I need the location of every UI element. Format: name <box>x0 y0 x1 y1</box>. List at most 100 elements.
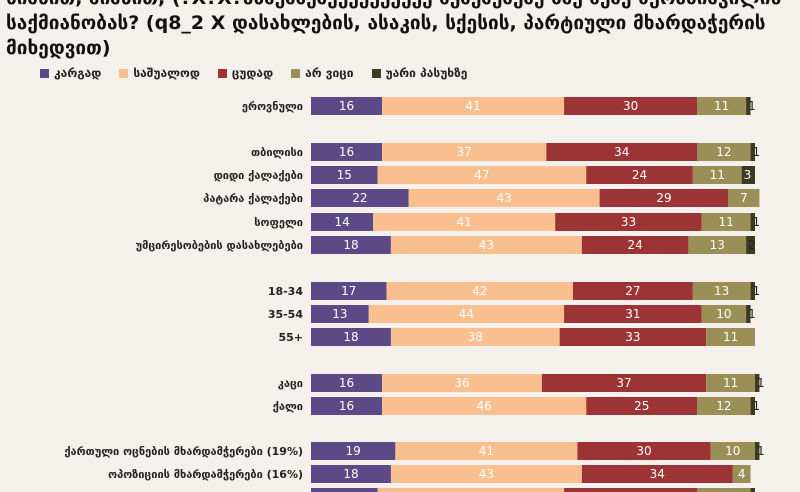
data-label: 31 <box>625 307 640 321</box>
legend-swatch <box>119 68 129 78</box>
legend: კარგად საშუალოდ ცუდად არ ვიცი უარი პასუხზე <box>40 66 467 80</box>
category-label: დიდი ქალაქები <box>214 169 303 182</box>
bar-segment <box>377 166 587 184</box>
data-label: 1 <box>753 284 761 298</box>
legend-swatch <box>291 68 301 78</box>
bar-segment <box>572 282 693 300</box>
bar-segment <box>706 374 755 392</box>
bar-segment <box>541 374 707 392</box>
category-label: პატარა ქალაქები <box>203 192 303 205</box>
data-label: 38 <box>468 330 483 344</box>
bar-segment <box>697 397 751 415</box>
bar-segment <box>382 397 587 415</box>
bar-segment <box>386 282 573 300</box>
bar-segment <box>697 143 751 161</box>
bar-segment <box>311 97 383 115</box>
data-label: 18 <box>343 330 358 344</box>
bar-segment <box>755 442 760 460</box>
data-label: 12 <box>716 145 731 159</box>
data-label: 43 <box>479 467 494 481</box>
data-label: 1 <box>753 145 761 159</box>
data-label: 11 <box>718 215 733 229</box>
chart-title: ნიშნით, შიშნით, (?X?X?ანშეშშეშეეეეეეეეეე… <box>6 0 781 59</box>
data-label: 30 <box>623 99 638 113</box>
category-label: უმცირესობების დასახლებები <box>136 239 303 252</box>
data-label: 34 <box>650 467 665 481</box>
data-label: 22 <box>352 191 367 205</box>
bar-segment <box>390 328 560 346</box>
bar-segment <box>577 442 711 460</box>
bar-segment <box>368 305 565 323</box>
data-label: 4 <box>738 467 746 481</box>
data-label: 33 <box>621 215 636 229</box>
bar-segment <box>746 97 751 115</box>
data-label: 34 <box>614 145 629 159</box>
bar-segment <box>311 213 374 231</box>
bar-segment <box>382 97 565 115</box>
data-label: 16 <box>339 376 354 390</box>
data-label: 13 <box>714 284 729 298</box>
bar-segment <box>408 189 600 207</box>
data-label: 30 <box>636 444 651 458</box>
category-label: 55+ <box>278 331 303 344</box>
bar-segment <box>750 213 755 231</box>
bar-segment <box>546 143 698 161</box>
category-label: სოფელი <box>254 216 303 229</box>
data-label: 10 <box>716 307 731 321</box>
bar-segment <box>728 189 760 207</box>
data-label: 33 <box>625 330 640 344</box>
data-label: 29 <box>656 191 671 205</box>
data-label: 19 <box>346 444 361 458</box>
category-label: 18-34 <box>268 285 304 298</box>
bar-segment <box>555 213 702 231</box>
legend-label: კარგად <box>54 66 102 80</box>
data-label: 15 <box>337 168 352 182</box>
bar-segment <box>692 166 742 184</box>
data-label: 10 <box>725 444 740 458</box>
bar-segment <box>390 465 582 483</box>
legend-label: ცუდად <box>231 66 274 80</box>
bar-segment <box>750 488 755 492</box>
bar-segment <box>746 305 751 323</box>
data-label: 2 <box>748 238 756 252</box>
bar-segment <box>581 465 733 483</box>
data-label: 7 <box>740 191 748 205</box>
category-label: კაცი <box>278 377 303 390</box>
data-label: 18 <box>343 467 358 481</box>
data-label: 1 <box>757 376 765 390</box>
bar-segment <box>559 328 707 346</box>
data-label: 18 <box>343 238 358 252</box>
data-label: 3 <box>744 168 752 182</box>
bar-segment <box>581 236 689 254</box>
bar-segment <box>382 143 547 161</box>
data-label: 1 <box>757 444 765 458</box>
data-label: 14 <box>334 215 349 229</box>
data-label: 42 <box>463 490 478 492</box>
data-label: 1 <box>753 215 761 229</box>
legend-item-2: ცუდად <box>217 66 274 80</box>
legend-label: არ ვიცი <box>305 66 354 80</box>
legend-item-1: საშუალოდ <box>119 66 200 80</box>
category-label: ოპოზიციის მხარდამჭერები (16%) <box>108 468 303 481</box>
category-label: ქალი <box>273 400 303 413</box>
bar-segment <box>701 305 747 323</box>
data-label: 41 <box>457 215 472 229</box>
bar-segment <box>599 189 729 207</box>
data-label: 11 <box>710 168 725 182</box>
data-label: 37 <box>457 145 472 159</box>
bar-segment <box>311 374 383 392</box>
data-label: 47 <box>474 168 489 182</box>
data-label: 1 <box>748 307 756 321</box>
data-label: 11 <box>723 376 738 390</box>
bar-segment <box>311 328 391 346</box>
bar-segment <box>311 282 387 300</box>
bar-segment <box>564 488 698 492</box>
legend-label: უარი პასუხზე <box>385 66 468 80</box>
bar-segment <box>311 465 391 483</box>
bar-segment <box>311 305 369 323</box>
category-label: ქართული ოცნების მხარდამჭერები (19%) <box>64 445 303 458</box>
bar-segment <box>311 442 396 460</box>
legend-item-0: კარგად <box>40 66 101 80</box>
bar-segment <box>311 488 378 492</box>
bar-segment <box>710 442 755 460</box>
